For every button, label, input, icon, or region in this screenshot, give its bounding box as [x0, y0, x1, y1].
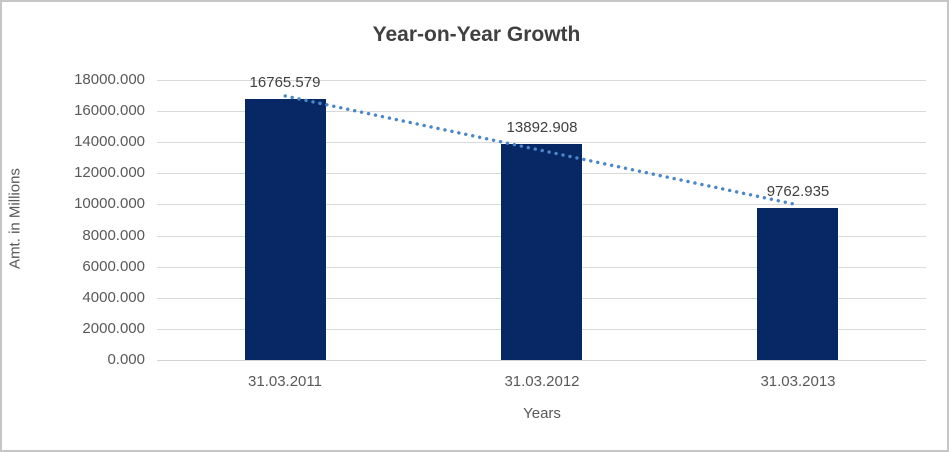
y-tick-label: 6000.000 — [82, 258, 145, 275]
y-tick-label: 14000.000 — [74, 133, 145, 150]
y-tick-label: 16000.000 — [74, 102, 145, 119]
y-tick-label: 8000.000 — [82, 227, 145, 244]
bar-31.03.2013 — [757, 208, 838, 360]
y-tick-label: 4000.000 — [82, 289, 145, 306]
y-tick-label: 2000.000 — [82, 320, 145, 337]
data-label: 13892.908 — [506, 119, 578, 136]
y-tick-label: 12000.000 — [74, 164, 145, 181]
category-label: 31.03.2011 — [248, 373, 322, 390]
x-axis-line — [157, 360, 926, 361]
y-gridline — [157, 80, 926, 81]
y-tick-label: 10000.000 — [74, 195, 145, 212]
data-label: 16765.579 — [249, 74, 321, 91]
category-label: 31.03.2013 — [760, 373, 836, 390]
x-axis-title: Years — [523, 405, 561, 422]
data-label: 9762.935 — [766, 183, 830, 200]
bar-31.03.2011 — [245, 99, 326, 360]
y-tick-label: 18000.000 — [74, 71, 145, 88]
chart-title: Year-on-Year Growth — [372, 23, 581, 46]
y-tick-label: 0.000 — [107, 351, 145, 368]
bar-31.03.2012 — [501, 144, 582, 360]
y-axis-title: Amt. in Millions — [6, 168, 24, 269]
category-label: 31.03.2012 — [504, 373, 580, 390]
